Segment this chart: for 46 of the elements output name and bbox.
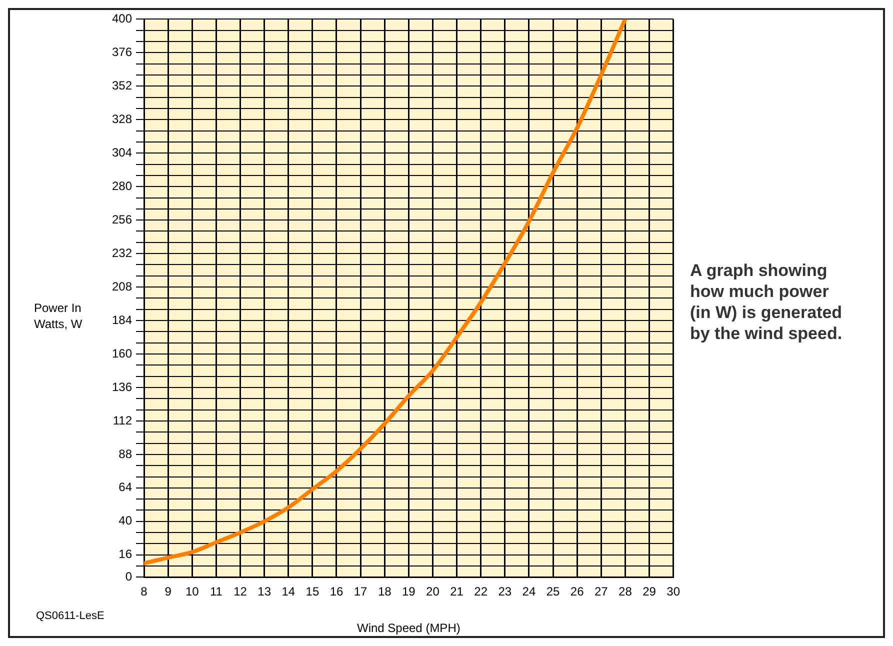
x-tick-label: 8 [140, 584, 148, 599]
y-tick-label: 208 [112, 279, 132, 294]
y-tick-label: 88 [118, 446, 132, 461]
y-tick-label: 160 [112, 346, 132, 360]
x-tick-label: 23 [498, 584, 512, 599]
x-tick-label: 24 [522, 584, 536, 599]
y-axis-title: Power In Watts, W [34, 301, 82, 331]
y-tick-label: 40 [118, 514, 132, 528]
y-tick-label: 400 [112, 12, 132, 26]
x-tick-label: 19 [402, 584, 416, 599]
y-tick-label: 304 [112, 145, 132, 160]
y-tick-label: 0 [125, 570, 132, 584]
x-tick-label: 25 [546, 584, 560, 599]
x-tick-label: 22 [474, 584, 488, 599]
x-tick-label: 12 [234, 584, 248, 599]
x-tick-label: 13 [258, 584, 272, 599]
x-tick-label: 14 [282, 584, 296, 599]
y-tick-label: 16 [118, 547, 132, 562]
x-tick-label: 21 [450, 584, 464, 599]
x-tick-label: 30 [666, 584, 680, 599]
x-tick-label: 17 [354, 584, 368, 599]
x-tick-label: 20 [426, 584, 440, 599]
y-tick-label: 280 [112, 178, 132, 193]
text: QS0611-LesE [36, 610, 104, 622]
x-axis-title: Wind Speed (MPH) [356, 621, 460, 636]
line-series [144, 19, 628, 566]
x-tick-label: 11 [210, 584, 223, 599]
x-tick-label: 16 [330, 584, 344, 599]
y-tick-label: 112 [112, 413, 132, 428]
x-tick-label: 18 [378, 584, 392, 599]
text: A graph showing how much power (in W) is generated by the wind speed. [690, 260, 844, 344]
x-tick-label: 10 [185, 584, 200, 599]
y-tick-label: 184 [112, 312, 132, 327]
y-tick-label: 256 [112, 212, 132, 226]
x-tick-label: 9 [164, 584, 172, 599]
x-tick-label: 28 [618, 584, 632, 599]
x-tick-label: 27 [594, 584, 608, 599]
x-tick-label: 15 [306, 584, 320, 599]
y-tick-label: 376 [112, 44, 132, 59]
y-tick-label: 64 [118, 480, 132, 494]
y-tick-label: 232 [112, 246, 132, 260]
x-tick-label: 26 [570, 584, 584, 599]
x-tick-label: 29 [642, 584, 656, 599]
y-tick-label: 328 [112, 112, 132, 126]
y-tick-label: 352 [112, 78, 132, 92]
y-tick-label: 136 [112, 380, 132, 394]
